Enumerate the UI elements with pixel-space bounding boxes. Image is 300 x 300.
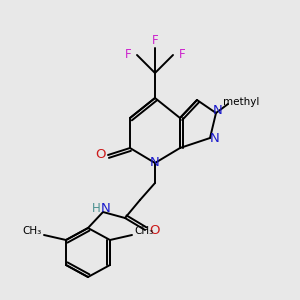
Text: N: N (101, 202, 111, 215)
Text: H: H (92, 202, 100, 215)
Text: O: O (95, 148, 105, 161)
Text: O: O (149, 224, 159, 236)
Text: F: F (152, 34, 158, 46)
Text: N: N (210, 131, 220, 145)
Text: F: F (179, 49, 185, 62)
Text: CH₃: CH₃ (134, 226, 154, 236)
Text: F: F (125, 49, 131, 62)
Text: N: N (150, 157, 160, 169)
Text: methyl: methyl (223, 97, 259, 107)
Text: CH₃: CH₃ (22, 226, 42, 236)
Text: N: N (213, 104, 223, 118)
